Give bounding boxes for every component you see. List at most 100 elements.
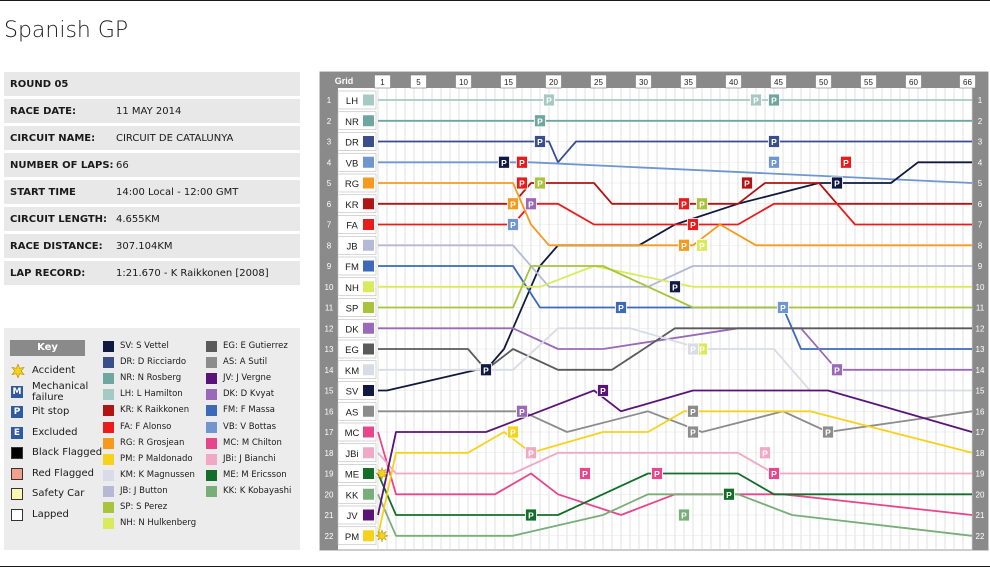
position-number: 10 bbox=[325, 283, 334, 292]
lap-tick-box bbox=[545, 74, 562, 89]
lap-tick-box bbox=[905, 74, 922, 89]
pit-stop-glyph: P bbox=[510, 220, 516, 230]
pit-stop-glyph: P bbox=[510, 428, 516, 438]
pit-stop-glyph: P bbox=[546, 96, 552, 106]
grid-driver-code: SV bbox=[346, 387, 359, 398]
lap-tick-box bbox=[455, 74, 472, 89]
pit-stop-glyph: P bbox=[753, 96, 759, 106]
driver-swatch bbox=[103, 518, 114, 530]
lap-tick-box bbox=[410, 74, 427, 89]
grid-driver-swatch bbox=[363, 260, 374, 272]
position-number-right: 7 bbox=[978, 221, 983, 230]
grid-driver-swatch bbox=[363, 530, 374, 542]
position-number: 4 bbox=[327, 158, 332, 167]
pit-stop-glyph: P bbox=[519, 407, 525, 417]
info-label: START TIME bbox=[10, 187, 76, 198]
pit-stop-glyph: P bbox=[699, 241, 705, 251]
pit-stop-marker bbox=[750, 93, 762, 107]
grid-driver-code: DK bbox=[345, 324, 359, 335]
pit-stop-glyph: P bbox=[771, 96, 777, 106]
info-row: RACE DATE: 11 MAY 2014 bbox=[4, 99, 300, 123]
info-label: RACE DATE: bbox=[10, 106, 77, 117]
pit-stop-glyph: P bbox=[528, 511, 534, 521]
driver-legend-label: DK: D Kvyat bbox=[223, 389, 275, 400]
driver-swatch bbox=[206, 469, 217, 481]
series-line-me bbox=[377, 472, 972, 516]
pit-stop-glyph: P bbox=[690, 428, 696, 438]
grid-driver-swatch bbox=[363, 177, 374, 189]
driver-swatch bbox=[206, 437, 217, 449]
driver-swatch bbox=[206, 373, 217, 385]
grid-driver-swatch bbox=[363, 385, 374, 396]
driver-swatch bbox=[103, 502, 114, 513]
lap-tick-label: 45 bbox=[774, 78, 783, 87]
pit-stop-marker bbox=[768, 467, 780, 480]
position-number-right: 5 bbox=[978, 179, 983, 188]
pit-stop-marker bbox=[534, 114, 546, 128]
grid-driver-swatch bbox=[363, 94, 374, 106]
pit-stop-glyph: P bbox=[699, 345, 705, 355]
lap-tick-label: 30 bbox=[639, 78, 648, 87]
driver-swatch bbox=[103, 389, 114, 401]
pit-stop-marker bbox=[525, 508, 537, 522]
pit-stop-marker bbox=[687, 404, 699, 418]
pit-stop-glyph: P bbox=[537, 116, 543, 126]
driver-swatch bbox=[103, 373, 114, 385]
lap-tick-label: 20 bbox=[549, 78, 558, 87]
position-number-right: 8 bbox=[978, 241, 983, 250]
pit-stop-marker bbox=[516, 155, 528, 169]
pit-stop-marker bbox=[777, 301, 789, 314]
pit-stop-marker bbox=[525, 197, 537, 211]
grid-driver-code: SP bbox=[346, 304, 359, 315]
lap-tick-label: 35 bbox=[684, 78, 693, 87]
pit-stop-glyph: P bbox=[537, 137, 543, 147]
pit-stop-glyph: P bbox=[483, 365, 489, 375]
lap-tick-label: 10 bbox=[459, 78, 468, 87]
pit-stop-glyph: P bbox=[699, 199, 705, 209]
position-number: 19 bbox=[325, 470, 334, 479]
series-line-mc bbox=[377, 431, 973, 516]
position-number: 2 bbox=[327, 117, 332, 126]
driver-swatch bbox=[206, 485, 217, 497]
grid-driver-code: KR bbox=[345, 200, 358, 211]
series-line-rg bbox=[378, 182, 972, 247]
grid-driver-swatch bbox=[363, 447, 374, 459]
pit-stop-marker bbox=[678, 197, 690, 211]
driver-legend-label: JV: J Vergne bbox=[223, 373, 272, 384]
position-number-right: 15 bbox=[976, 387, 985, 396]
grid-driver-swatch bbox=[363, 468, 374, 479]
pit-stop-glyph: P bbox=[528, 448, 534, 458]
key-item-label: Red Flagged bbox=[32, 467, 95, 479]
series-line-dk bbox=[378, 327, 972, 371]
pit-stop-marker bbox=[534, 176, 546, 190]
position-column-right bbox=[972, 88, 988, 550]
info-row: RACE DISTANCE: 307.104KM bbox=[4, 234, 300, 258]
driver-legend-label: JBi: J Bianchi bbox=[223, 453, 276, 464]
grid-driver-code: JV bbox=[346, 511, 358, 522]
driver-legend-label: NR: N Rosberg bbox=[120, 373, 182, 384]
position-number-right: 16 bbox=[976, 407, 985, 416]
pit-stop-marker bbox=[768, 155, 780, 169]
pit-stop-glyph: P bbox=[825, 428, 831, 438]
series-line-fa bbox=[378, 202, 972, 226]
lap-tick-label: 5 bbox=[416, 78, 421, 87]
grid-driver-code: NR bbox=[345, 117, 359, 128]
series-line-km bbox=[378, 327, 972, 392]
pit-stop-glyph: P bbox=[690, 345, 696, 355]
pit-stop-glyph: P bbox=[762, 448, 768, 458]
series-line-pm bbox=[377, 410, 973, 536]
key-item-label: Lapped bbox=[32, 508, 69, 520]
pit-stop-marker bbox=[687, 218, 699, 231]
grid-driver-code: KM bbox=[345, 366, 359, 377]
pit-stop-glyph: P bbox=[510, 199, 516, 209]
driver-legend-label: KR: K Raikkonen bbox=[120, 405, 190, 416]
grid-driver-code: JBi bbox=[345, 449, 358, 460]
series-line-dr bbox=[378, 140, 972, 164]
series-line-kk bbox=[377, 493, 973, 537]
position-number: 1 bbox=[327, 96, 332, 105]
mechanical-icon: M bbox=[11, 385, 23, 398]
info-row: LAP RECORD: 1:21.670 - K Raikkonen [2008] bbox=[4, 261, 300, 285]
grid-header: Grid bbox=[335, 76, 354, 86]
position-number: 3 bbox=[327, 138, 332, 147]
